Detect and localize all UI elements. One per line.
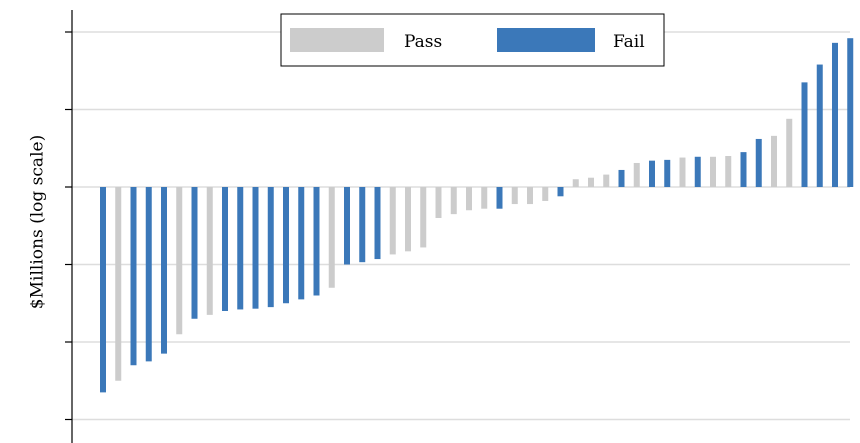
bar-pass xyxy=(435,187,442,218)
bar-fail xyxy=(847,38,854,188)
bar-pass xyxy=(527,187,533,205)
bar-fail xyxy=(313,187,320,296)
bar-fail xyxy=(755,138,762,187)
bar-fail xyxy=(237,187,244,310)
bar-pass xyxy=(420,187,427,248)
bar-fail xyxy=(298,187,305,300)
bar-fail xyxy=(267,187,274,308)
bar-pass xyxy=(710,156,716,187)
bar-fail xyxy=(252,187,259,309)
bar-pass xyxy=(176,187,183,335)
legend: Pass Fail xyxy=(280,13,665,67)
bars xyxy=(100,38,854,393)
legend-label-fail: Fail xyxy=(613,32,645,52)
y-axis-label: $Millions (log scale) xyxy=(28,135,48,309)
bar-fail xyxy=(618,169,625,187)
bar-pass xyxy=(405,187,411,252)
bar-pass xyxy=(328,187,335,288)
legend-swatch-pass xyxy=(290,28,384,52)
bar-pass xyxy=(206,187,213,315)
bar-fail xyxy=(191,187,198,319)
bar-fail xyxy=(496,187,503,209)
bar-fail xyxy=(222,187,228,311)
bar-fail xyxy=(832,42,838,187)
bar-pass xyxy=(603,174,610,187)
bar-fail xyxy=(145,187,152,362)
bar-fail xyxy=(344,187,350,265)
bar-pass xyxy=(542,187,549,201)
bar-fail xyxy=(130,187,137,366)
bar-pass xyxy=(389,187,396,255)
bar-fail xyxy=(816,64,823,187)
bar-pass xyxy=(725,156,732,187)
bar-pass xyxy=(572,179,579,187)
bar-fail xyxy=(740,152,747,187)
bar-pass xyxy=(115,187,122,381)
bar-pass xyxy=(466,187,472,211)
bar-fail xyxy=(359,187,366,263)
gridlines xyxy=(72,31,850,421)
bar-pass xyxy=(588,177,594,187)
bar-pass xyxy=(679,157,686,187)
bar-pass xyxy=(511,187,518,205)
bar-fail xyxy=(801,82,808,187)
bar-fail xyxy=(557,187,564,197)
legend-label-pass: Pass xyxy=(404,32,442,52)
legend-swatch-fail xyxy=(497,28,595,52)
bar-fail xyxy=(283,187,289,304)
bar-pass xyxy=(786,118,793,187)
bar-pass xyxy=(481,187,488,209)
bar-fail xyxy=(694,156,701,187)
bar-fail xyxy=(161,187,167,354)
y-axis xyxy=(65,10,73,443)
bar-fail xyxy=(100,187,106,393)
bar-fail xyxy=(374,187,381,260)
bar-fail xyxy=(664,159,671,187)
bar-pass xyxy=(450,187,457,215)
bar-pass xyxy=(771,135,777,187)
bar-fail xyxy=(649,160,655,187)
bar-pass xyxy=(633,162,640,187)
